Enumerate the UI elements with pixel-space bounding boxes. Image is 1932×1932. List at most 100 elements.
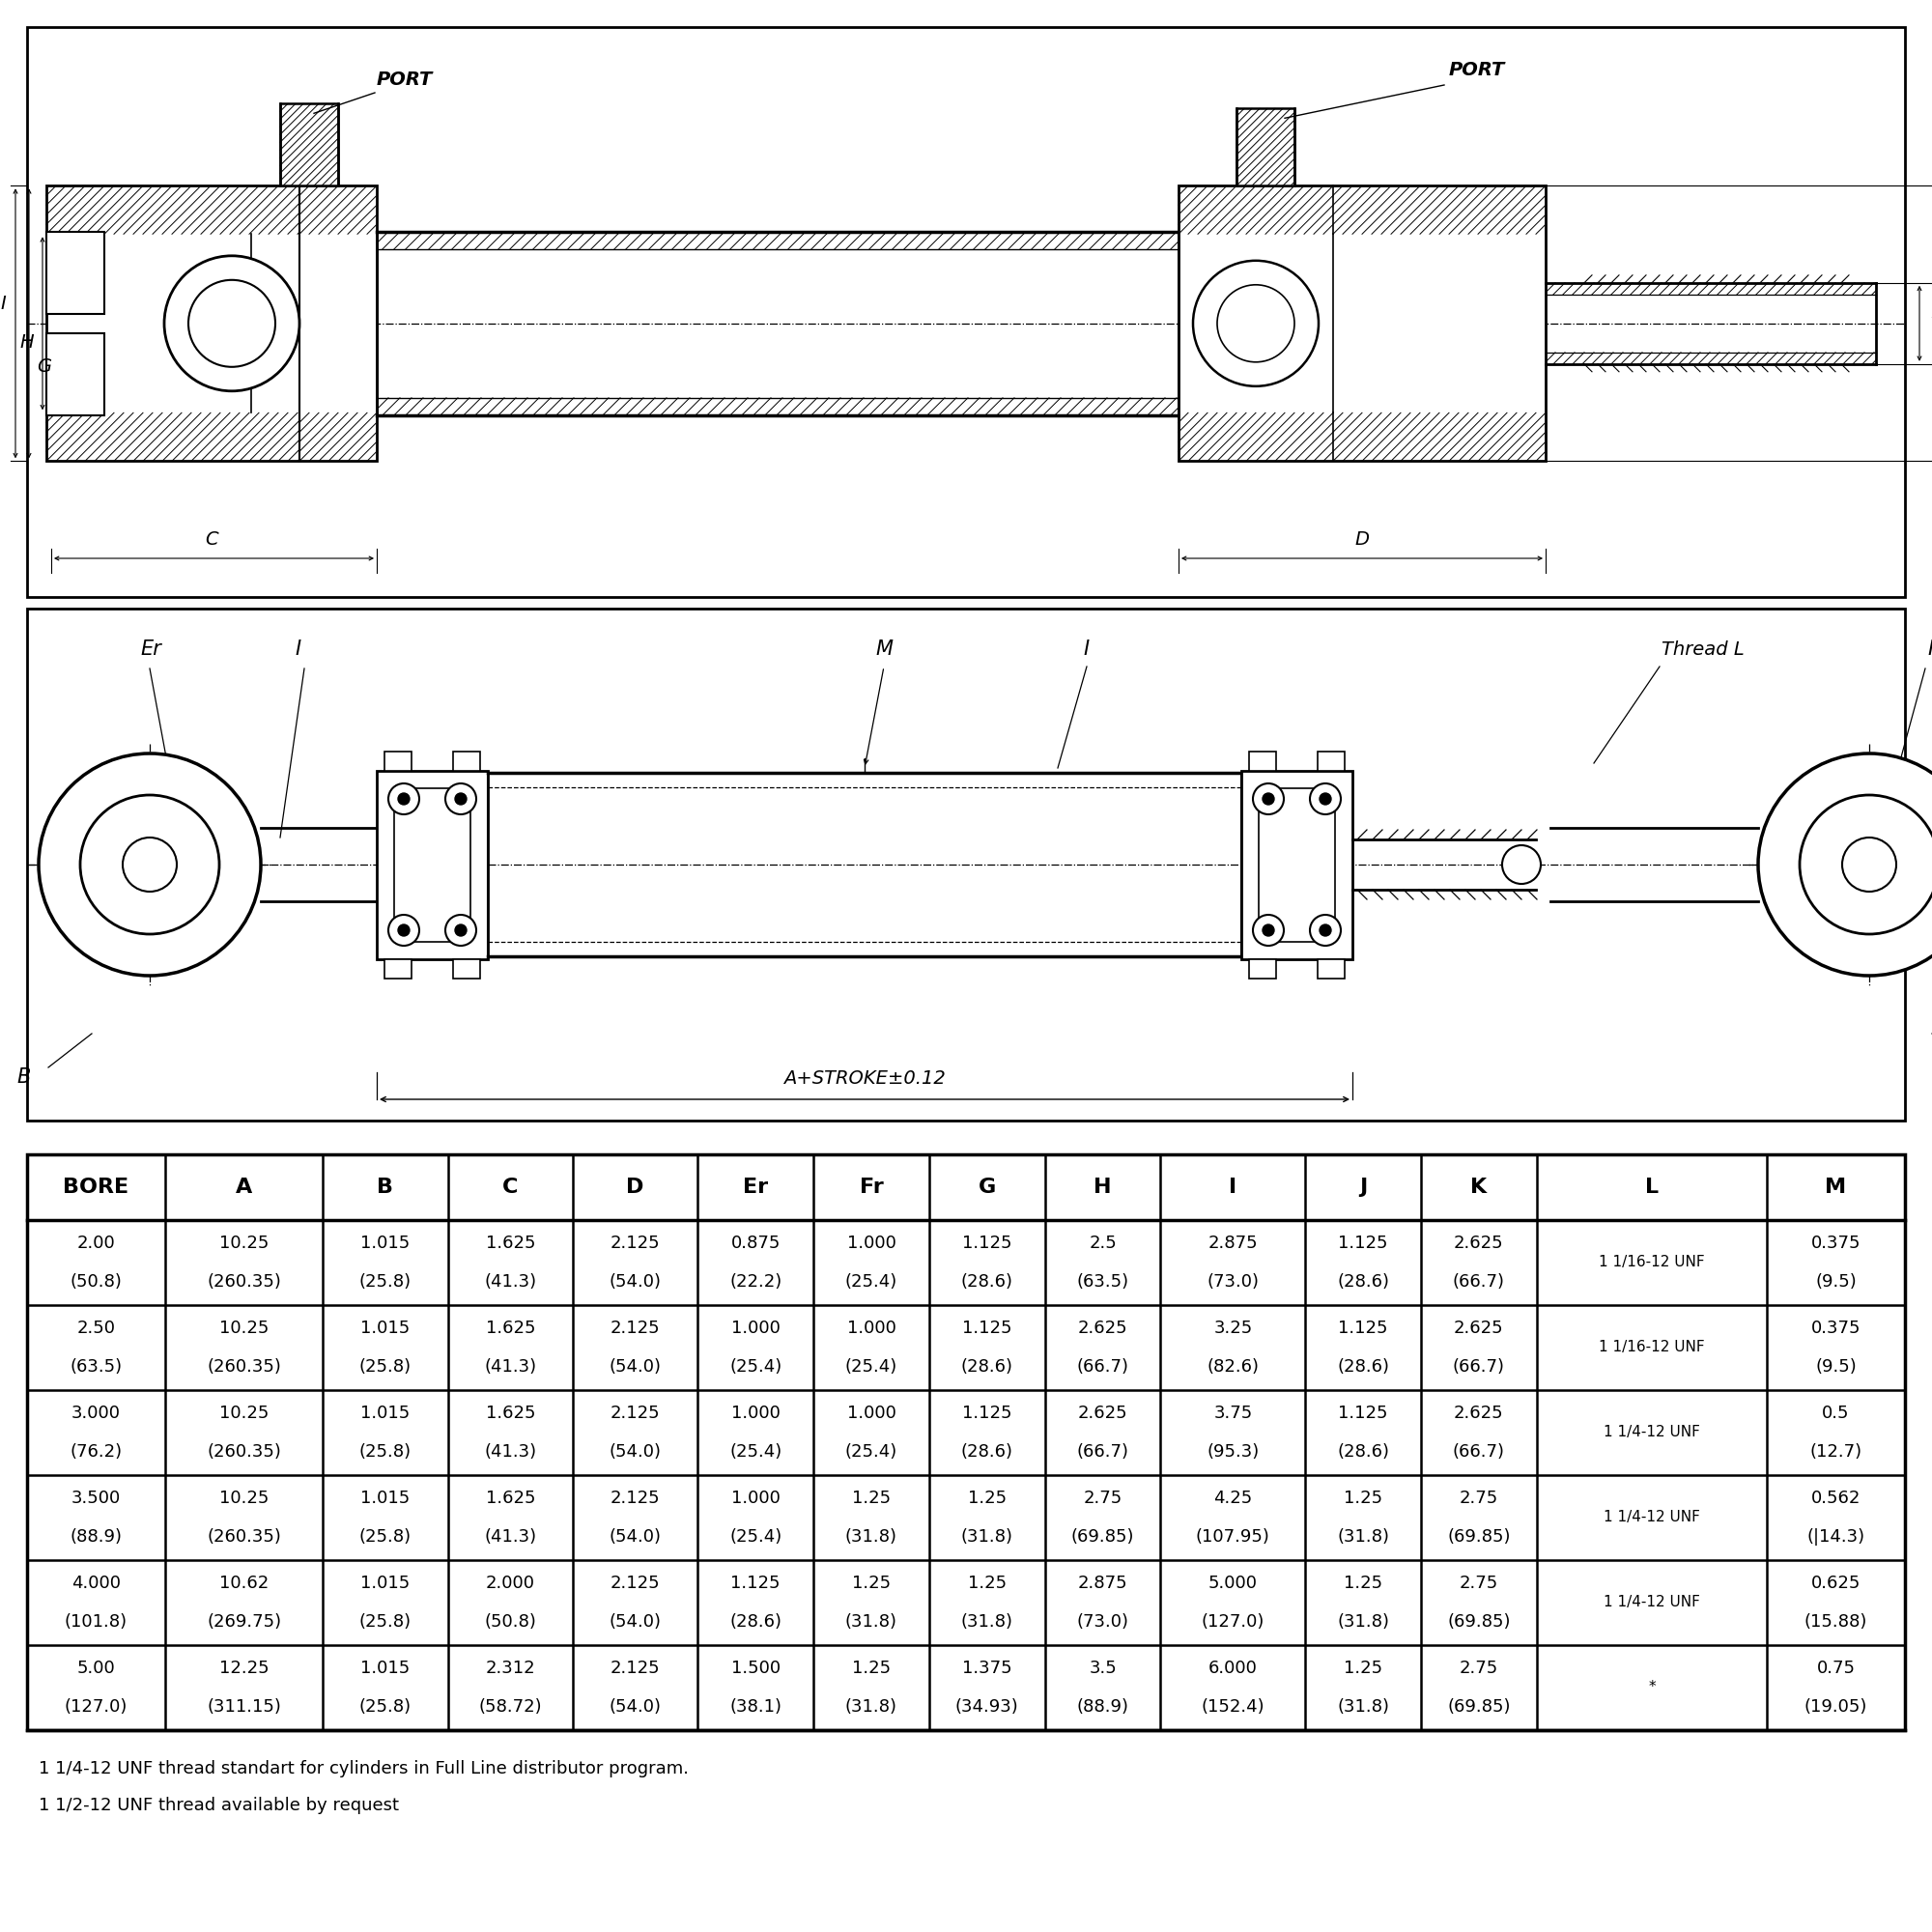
Circle shape bbox=[1252, 784, 1283, 815]
Text: (101.8): (101.8) bbox=[64, 1613, 128, 1631]
Text: 1 1/4-12 UNF thread standart for cylinders in Full Line distributor program.: 1 1/4-12 UNF thread standart for cylinde… bbox=[39, 1760, 688, 1777]
Bar bbox=[1260, 788, 1335, 941]
Text: 2.75: 2.75 bbox=[1459, 1490, 1499, 1507]
Circle shape bbox=[456, 792, 468, 804]
Text: (25.8): (25.8) bbox=[359, 1273, 412, 1291]
Text: 1.125: 1.125 bbox=[962, 1235, 1012, 1252]
Bar bbox=[1179, 413, 1546, 462]
Text: (31.8): (31.8) bbox=[1337, 1528, 1389, 1546]
Text: (12.7): (12.7) bbox=[1810, 1443, 1862, 1461]
Text: 2.00: 2.00 bbox=[77, 1235, 116, 1252]
Text: 1.625: 1.625 bbox=[485, 1320, 535, 1337]
Text: 0.75: 0.75 bbox=[1816, 1660, 1855, 1677]
Text: 1.015: 1.015 bbox=[361, 1405, 410, 1422]
Text: 10.25: 10.25 bbox=[218, 1320, 269, 1337]
Text: 1.000: 1.000 bbox=[730, 1490, 781, 1507]
Circle shape bbox=[388, 784, 419, 815]
Text: (25.4): (25.4) bbox=[730, 1443, 782, 1461]
Text: 2.5: 2.5 bbox=[1090, 1235, 1117, 1252]
Text: 1.25: 1.25 bbox=[1345, 1575, 1383, 1592]
Text: (260.35): (260.35) bbox=[207, 1273, 282, 1291]
Bar bbox=[394, 788, 471, 941]
Text: (31.8): (31.8) bbox=[844, 1528, 896, 1546]
Text: 1.000: 1.000 bbox=[730, 1405, 781, 1422]
Text: (28.6): (28.6) bbox=[1337, 1358, 1389, 1376]
Bar bbox=[1248, 958, 1275, 978]
Text: 1.25: 1.25 bbox=[968, 1575, 1007, 1592]
Circle shape bbox=[388, 916, 419, 945]
Text: (31.8): (31.8) bbox=[844, 1698, 896, 1716]
Text: (31.8): (31.8) bbox=[960, 1613, 1012, 1631]
Text: A+STROKE±0.12: A+STROKE±0.12 bbox=[784, 1068, 945, 1088]
Text: 2.75: 2.75 bbox=[1459, 1575, 1499, 1592]
Text: I: I bbox=[1084, 639, 1090, 659]
Text: (19.05): (19.05) bbox=[1804, 1698, 1868, 1716]
Text: 0.5: 0.5 bbox=[1822, 1405, 1849, 1422]
Text: 1.000: 1.000 bbox=[846, 1235, 896, 1252]
Text: (25.8): (25.8) bbox=[359, 1443, 412, 1461]
Bar bbox=[1179, 185, 1546, 234]
Text: 1.625: 1.625 bbox=[485, 1490, 535, 1507]
Circle shape bbox=[1310, 784, 1341, 815]
Bar bbox=[1236, 108, 1294, 185]
Bar bbox=[27, 609, 1905, 1121]
Text: (54.0): (54.0) bbox=[609, 1698, 661, 1716]
Circle shape bbox=[1843, 838, 1897, 893]
Circle shape bbox=[1320, 925, 1331, 937]
Bar bbox=[46, 185, 299, 234]
Text: B: B bbox=[377, 1177, 394, 1196]
Bar bbox=[299, 185, 377, 234]
Text: 10.25: 10.25 bbox=[218, 1405, 269, 1422]
Text: 1.125: 1.125 bbox=[962, 1320, 1012, 1337]
Text: PORT: PORT bbox=[377, 71, 433, 89]
Text: 2.125: 2.125 bbox=[611, 1235, 661, 1252]
Text: 0.875: 0.875 bbox=[730, 1235, 781, 1252]
Text: K: K bbox=[1470, 1177, 1488, 1196]
Text: (63.5): (63.5) bbox=[1076, 1273, 1128, 1291]
Bar bbox=[280, 104, 338, 185]
Text: 1.25: 1.25 bbox=[852, 1575, 891, 1592]
Text: (25.8): (25.8) bbox=[359, 1358, 412, 1376]
Text: 1.125: 1.125 bbox=[1339, 1320, 1387, 1337]
Text: 1.015: 1.015 bbox=[361, 1660, 410, 1677]
Circle shape bbox=[81, 796, 220, 935]
Bar bbox=[27, 1153, 1905, 1731]
Text: (95.3): (95.3) bbox=[1208, 1443, 1260, 1461]
Circle shape bbox=[124, 838, 178, 893]
Text: (31.8): (31.8) bbox=[960, 1528, 1012, 1546]
Text: 4.000: 4.000 bbox=[71, 1575, 120, 1592]
Text: H: H bbox=[19, 334, 35, 352]
Text: (41.3): (41.3) bbox=[485, 1528, 537, 1546]
Text: 2.625: 2.625 bbox=[1078, 1320, 1128, 1337]
Text: 1 1/4-12 UNF: 1 1/4-12 UNF bbox=[1604, 1426, 1700, 1439]
Bar bbox=[27, 27, 1905, 597]
Bar bbox=[46, 185, 377, 462]
Circle shape bbox=[1252, 916, 1283, 945]
Text: (28.6): (28.6) bbox=[960, 1443, 1012, 1461]
Text: (127.0): (127.0) bbox=[1202, 1613, 1265, 1631]
Bar bbox=[1179, 185, 1546, 462]
Text: BORE: BORE bbox=[64, 1177, 129, 1196]
Text: 1 1/4-12 UNF: 1 1/4-12 UNF bbox=[1604, 1596, 1700, 1609]
Text: (25.8): (25.8) bbox=[359, 1698, 412, 1716]
Text: (127.0): (127.0) bbox=[64, 1698, 128, 1716]
Text: I: I bbox=[294, 639, 301, 659]
Text: 1.500: 1.500 bbox=[730, 1660, 781, 1677]
Text: 1.015: 1.015 bbox=[361, 1235, 410, 1252]
Bar bbox=[377, 398, 1179, 415]
Bar bbox=[1248, 752, 1275, 771]
Text: (34.93): (34.93) bbox=[954, 1698, 1018, 1716]
Text: 1.25: 1.25 bbox=[852, 1490, 891, 1507]
Bar bbox=[384, 752, 412, 771]
Text: (25.4): (25.4) bbox=[844, 1273, 898, 1291]
Text: (66.7): (66.7) bbox=[1076, 1443, 1128, 1461]
Text: (54.0): (54.0) bbox=[609, 1273, 661, 1291]
Text: (41.3): (41.3) bbox=[485, 1443, 537, 1461]
Text: I: I bbox=[1229, 1177, 1236, 1196]
Text: 4.25: 4.25 bbox=[1213, 1490, 1252, 1507]
Bar bbox=[1546, 352, 1876, 363]
Text: 2.125: 2.125 bbox=[611, 1575, 661, 1592]
Text: (58.72): (58.72) bbox=[479, 1698, 543, 1716]
Text: C: C bbox=[502, 1177, 518, 1196]
Text: 6.000: 6.000 bbox=[1208, 1660, 1258, 1677]
